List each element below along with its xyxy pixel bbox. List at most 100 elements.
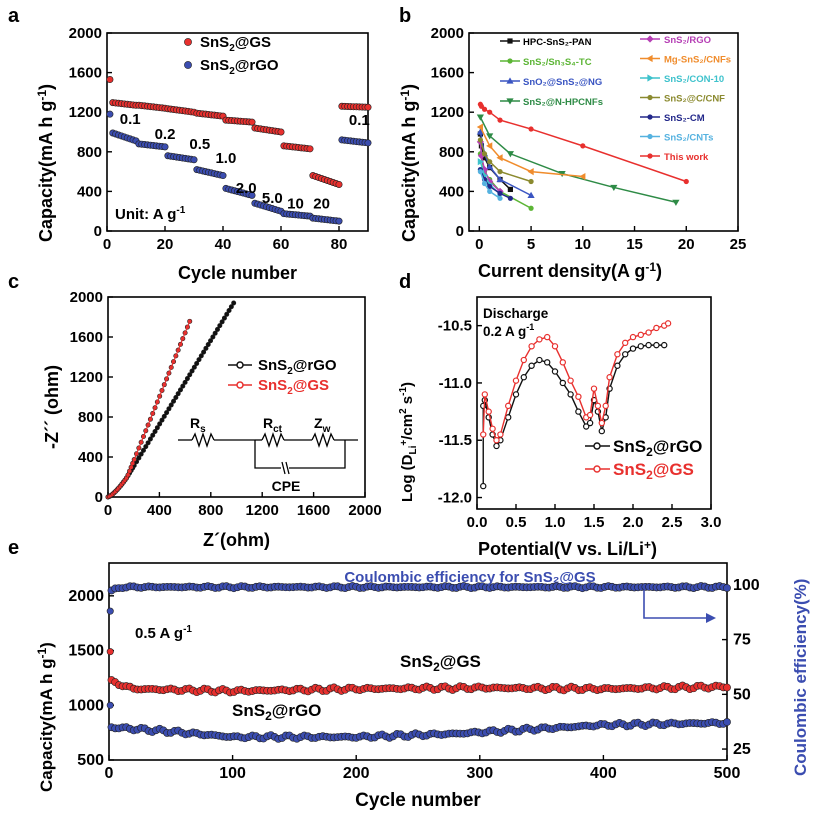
x-axis-label: Current density(A g-1)	[478, 260, 662, 281]
x-axis-label: Potential(V vs. Li/Li+)	[478, 538, 657, 559]
data-point	[637, 343, 645, 350]
text-part: /cm	[399, 414, 416, 440]
data-point	[106, 648, 114, 656]
x-tick-label: 2.0	[623, 514, 644, 531]
y-tick-label: 1200	[431, 104, 464, 121]
legend-label: HPC-SnS₂-PAN	[523, 37, 592, 48]
legend-marker	[647, 133, 653, 140]
data-point	[481, 391, 488, 398]
text-part: 2	[433, 660, 440, 674]
data-point	[527, 168, 534, 176]
y-tick-label: 1200	[69, 104, 102, 121]
data-point	[507, 186, 513, 193]
legend-label: SnS₂-CM	[664, 113, 705, 124]
series-line	[107, 319, 191, 498]
annotation: Discharge	[483, 306, 549, 321]
data-point	[485, 408, 492, 415]
data-point	[476, 128, 484, 135]
data-point	[106, 76, 114, 84]
data-point	[622, 339, 629, 347]
y-axis-label: Capacity(mA h g-1)	[398, 84, 419, 242]
text-part: @rGO	[235, 57, 279, 74]
y-axis-label: Capacity(mA h g-1)	[35, 84, 56, 242]
unit-label: Unit: A g-1	[115, 205, 186, 223]
data-point	[614, 351, 621, 358]
y-tick-label: 2000	[68, 588, 104, 605]
text-part: 2	[646, 445, 653, 459]
text-part: Li	[408, 445, 419, 454]
data-point	[579, 172, 586, 181]
data-point	[161, 143, 169, 151]
data-point	[480, 431, 487, 438]
data-point	[551, 343, 559, 350]
legend-label: SnS2@rGO	[200, 57, 279, 77]
text-part: Unit: A g	[115, 206, 176, 223]
data-point	[664, 320, 672, 327]
data-point	[602, 402, 609, 410]
legend-label: SnS₂/CNTs	[664, 133, 713, 144]
x-tick-label: 1.0	[545, 514, 566, 531]
y-tick-label: 400	[78, 449, 103, 466]
x-tick-label: 40	[215, 236, 232, 253]
text-part: Capacity(mA h g	[399, 101, 419, 242]
data-point	[476, 114, 484, 121]
data-point	[364, 103, 372, 111]
y2-axis-label: Coulombic efficiency(%)	[791, 579, 810, 776]
data-point	[528, 343, 535, 350]
data-point	[629, 333, 637, 341]
plot-frame	[108, 562, 728, 761]
data-point	[219, 172, 227, 180]
data-point	[512, 391, 520, 398]
data-point	[481, 155, 488, 161]
data-point	[637, 331, 645, 339]
data-point	[559, 359, 567, 366]
data-point	[497, 117, 503, 123]
legend-marker	[236, 361, 244, 369]
y-tick-label: 1600	[69, 65, 102, 82]
text-part: SnS	[232, 701, 265, 720]
text-part: s	[200, 424, 206, 435]
text-part: +	[644, 538, 651, 552]
y-tick-label: 400	[439, 183, 464, 200]
data-point	[614, 362, 621, 369]
x-tick-label: 200	[343, 765, 370, 782]
x-tick-label: 1600	[297, 502, 330, 519]
series-line	[479, 116, 677, 204]
data-point	[594, 402, 602, 410]
data-point	[622, 351, 629, 358]
y2-tick-label: 75	[733, 632, 751, 649]
data-point	[335, 217, 343, 225]
data-point	[645, 329, 652, 336]
y-tick-label: -12.0	[438, 490, 472, 507]
panel-letter: e	[8, 537, 19, 559]
data-point	[486, 177, 494, 186]
legend-marker	[647, 114, 653, 120]
legend-label: SnS₂@C/CNF	[664, 94, 725, 105]
x-tick-label: 500	[714, 765, 741, 782]
text-part: @rGO	[293, 357, 337, 374]
text-part: @rGO	[272, 701, 322, 720]
text-part: @rGO	[653, 437, 703, 456]
y-axis-label: Capacity(mA h g-1)	[35, 642, 56, 792]
x-tick-label: 20	[678, 236, 695, 253]
ce-arrow	[643, 590, 708, 619]
text-part: Current density(A g	[478, 261, 645, 281]
data-point	[106, 607, 114, 615]
legend-marker	[506, 98, 514, 105]
y-tick-label: -11.5	[439, 432, 472, 449]
y-tick-label: -11.0	[439, 375, 472, 392]
x-tick-label: 400	[590, 765, 617, 782]
data-point	[486, 163, 494, 170]
data-point	[497, 169, 503, 175]
x-tick-label: 60	[273, 236, 290, 253]
data-point	[505, 402, 512, 410]
data-point	[248, 118, 256, 126]
x-axis-label: Z´(ohm)	[203, 530, 270, 550]
text-part: Capacity(mA h g	[37, 658, 56, 792]
data-point	[598, 427, 606, 435]
legend-marker	[236, 381, 244, 389]
data-point	[520, 356, 528, 364]
data-point	[661, 341, 668, 349]
x-tick-label: 300	[466, 765, 493, 782]
